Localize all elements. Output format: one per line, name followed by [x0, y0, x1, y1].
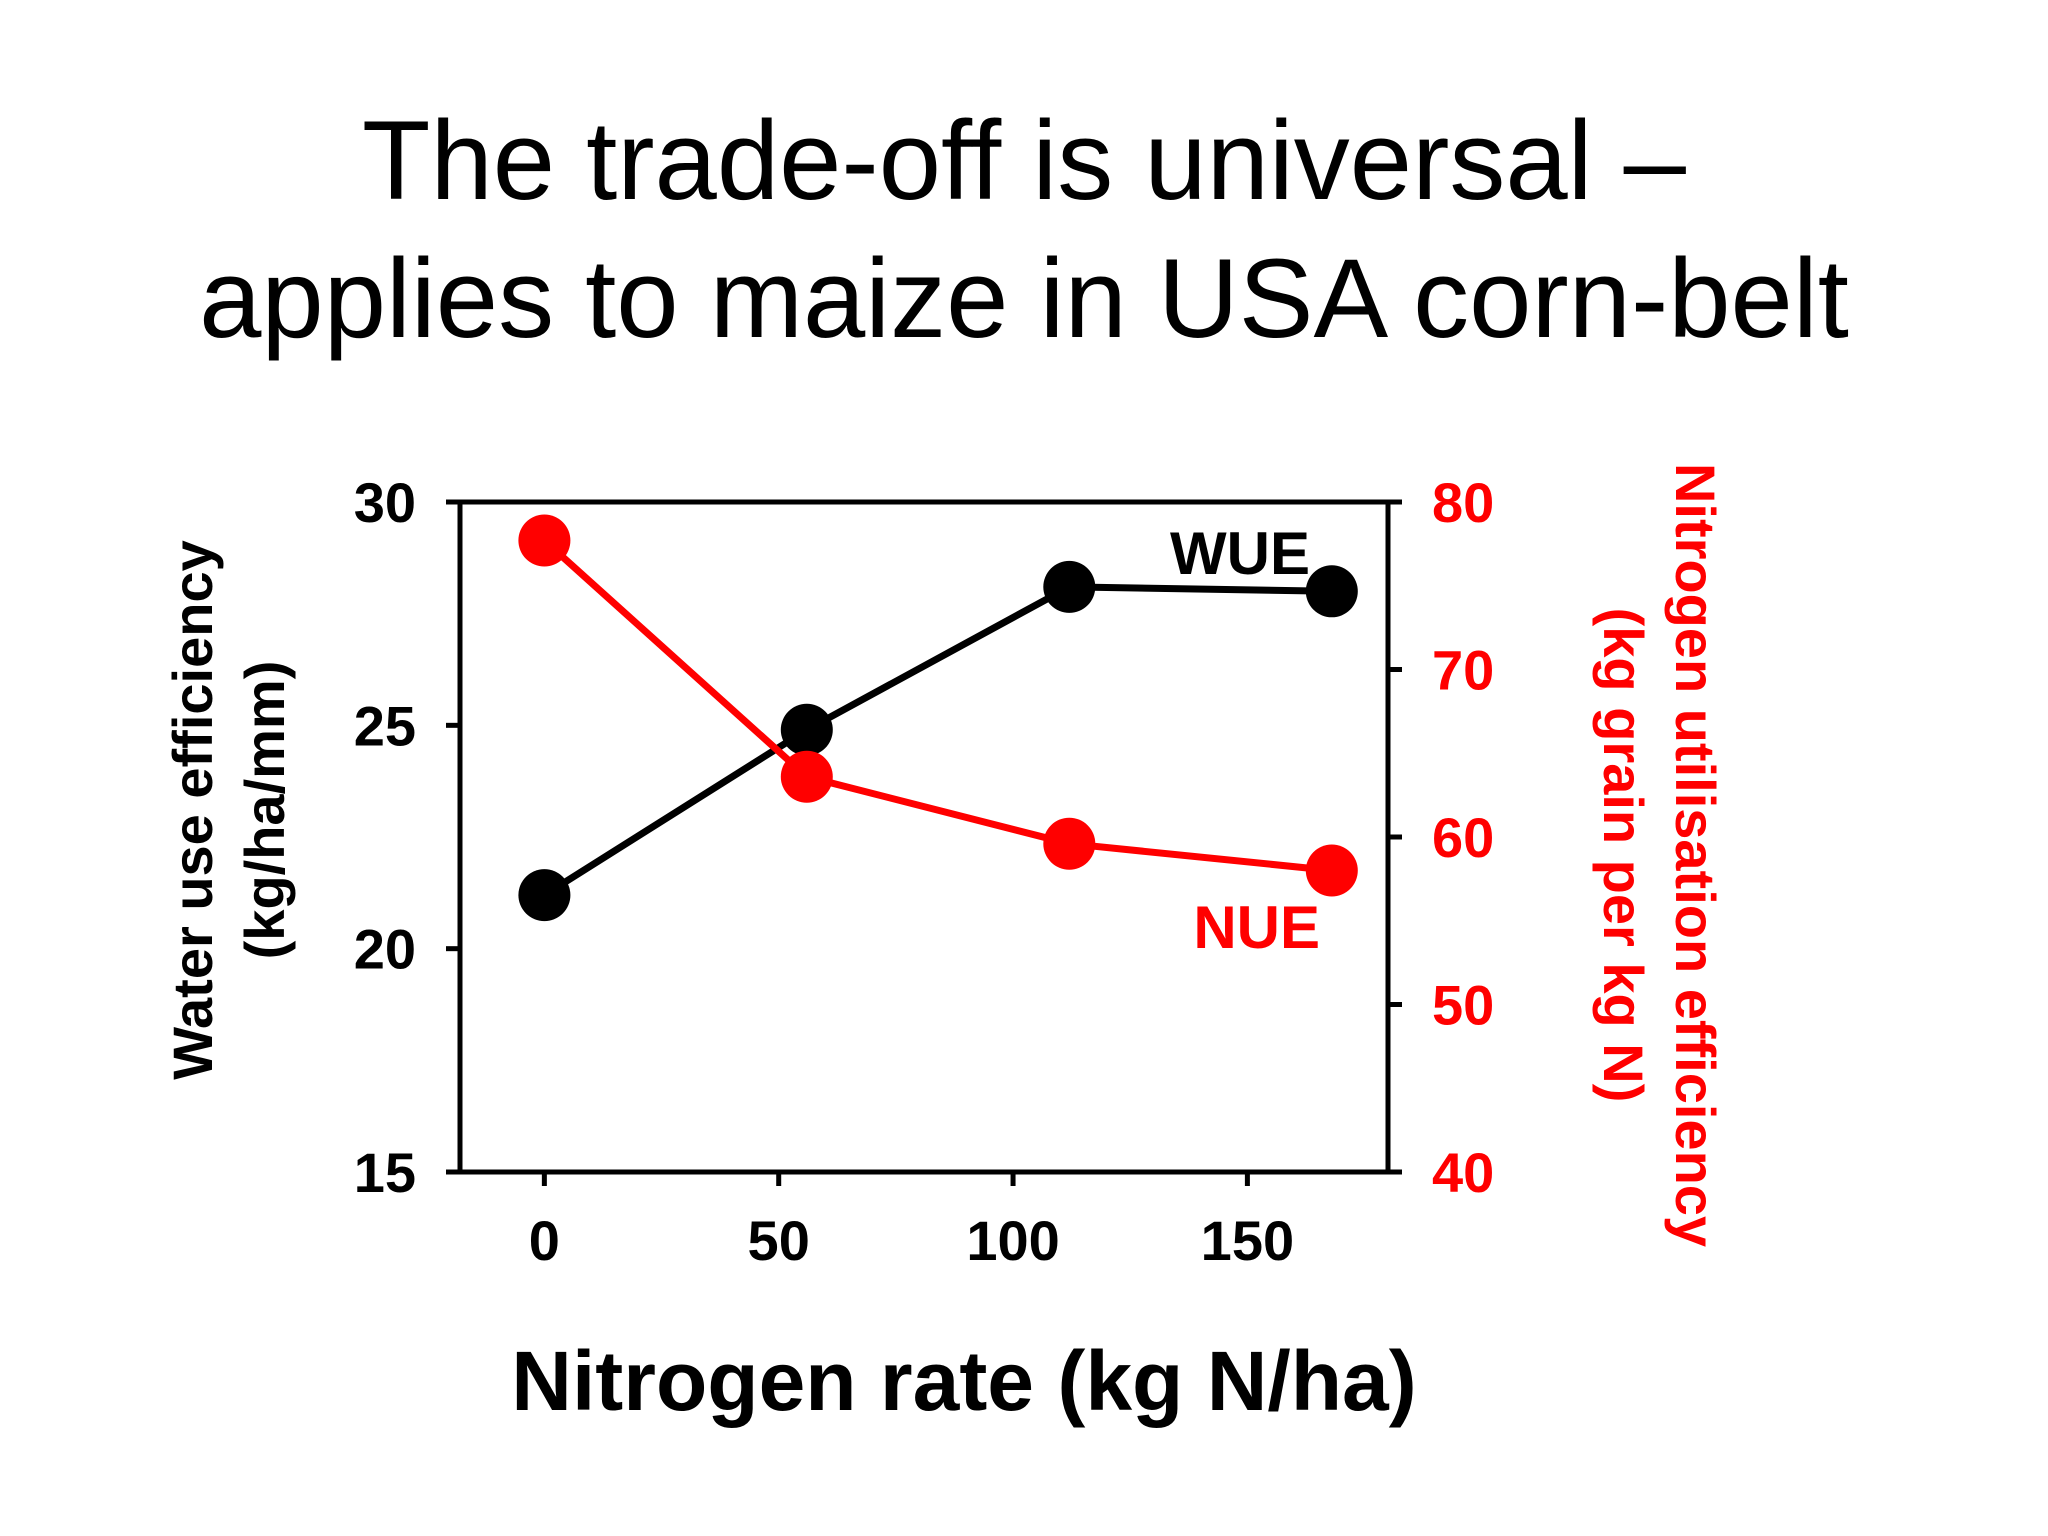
nue-data-point	[518, 514, 571, 567]
y-left-tick-label: 25	[354, 694, 416, 757]
wue-data-point	[1043, 560, 1096, 613]
x-tick-label: 100	[966, 1209, 1059, 1272]
y-right-tick-label: 80	[1432, 471, 1494, 534]
y-right-axis-title-line-2: (kg grain per kg N)	[1592, 608, 1655, 1103]
nue-data-point	[1043, 817, 1096, 870]
x-axis-title: Nitrogen rate (kg N/ha)	[511, 1334, 1416, 1428]
x-tick-label: 50	[748, 1209, 810, 1272]
nue-series-line	[542, 537, 1333, 874]
x-tick-label: 0	[529, 1209, 560, 1272]
y-right-tick-label: 60	[1432, 806, 1494, 869]
wue-data-point	[518, 869, 571, 922]
wue-data-point	[1305, 565, 1358, 618]
series-layer	[518, 514, 1358, 922]
nue-data-point	[780, 750, 833, 803]
y-right-tick-label: 50	[1432, 974, 1494, 1037]
slide-title-line-1: The trade-off is universal –	[362, 98, 1686, 223]
y-right-axis-title-line-1: Nitrogen utilisation efficiency	[1664, 463, 1727, 1247]
labels-layer: Nitrogen rate (kg N/ha) Water use efficie…	[161, 463, 1727, 1428]
slide-title: The trade-off is universal – applies to …	[0, 92, 2048, 368]
axes-layer: 0 50 100 150 15 20 25 30 40 50 60 70 80	[354, 471, 1495, 1272]
y-left-tick-label: 20	[354, 918, 416, 981]
wue-data-point	[780, 703, 833, 756]
slide-title-line-2: applies to maize in USA corn-belt	[199, 236, 1849, 361]
y-left-tick-label: 30	[354, 471, 416, 534]
y-left-tick-label: 15	[354, 1141, 416, 1204]
y-left-axis-title-line-1: Water use efficiency	[161, 540, 224, 1079]
y-right-tick-label: 70	[1432, 639, 1494, 702]
wue-series-label: WUE	[1170, 520, 1310, 587]
x-tick-label: 150	[1201, 1209, 1294, 1272]
y-left-axis-title-line-2: (kg/ha/mm)	[233, 661, 296, 960]
wue-series-line	[542, 583, 1332, 899]
y-left-axis-title: Water use efficiency (kg/ha/mm)	[161, 540, 296, 1079]
y-right-axis-title: Nitrogen utilisation efficiency(kg grain…	[1592, 463, 1727, 1247]
y-right-tick-label: 40	[1432, 1141, 1494, 1204]
nue-series-label: NUE	[1193, 894, 1320, 961]
nue-data-point	[1305, 844, 1358, 897]
